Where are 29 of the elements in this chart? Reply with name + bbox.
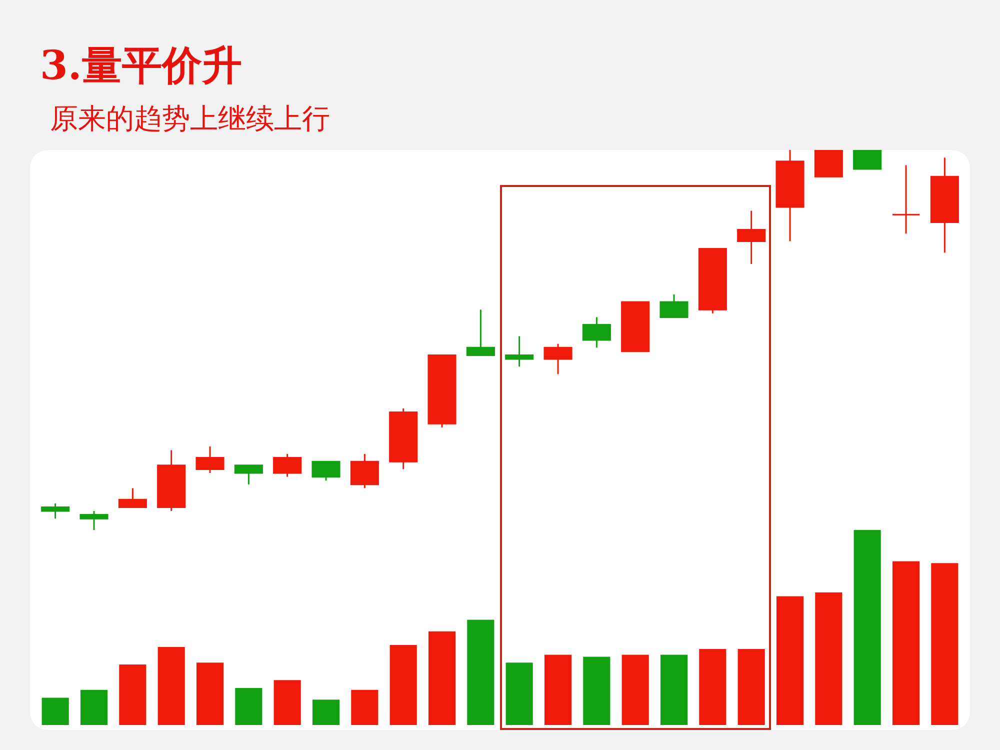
bar — [312, 700, 340, 725]
bar — [42, 698, 69, 725]
bar — [854, 530, 881, 725]
bar — [119, 664, 146, 725]
bar — [738, 648, 765, 725]
bar — [815, 592, 842, 725]
chart-title: 3.量平价升 — [40, 41, 242, 91]
bar — [428, 631, 456, 725]
bar — [158, 647, 185, 725]
bar — [699, 648, 726, 725]
candlestick — [505, 335, 534, 368]
bar — [544, 654, 572, 725]
bar — [660, 654, 688, 725]
bar — [351, 690, 378, 725]
bar — [235, 688, 262, 725]
bar — [892, 561, 920, 725]
bar — [390, 645, 417, 725]
bar — [622, 654, 649, 725]
candlestick — [80, 510, 108, 530]
bar — [776, 596, 804, 725]
candlestick — [892, 164, 920, 234]
bar — [506, 662, 533, 725]
bar — [80, 690, 108, 725]
bar — [274, 680, 301, 725]
bar — [467, 620, 494, 725]
bar — [931, 563, 958, 725]
chart-subtitle: 原来的趋势上继续上行 — [50, 101, 330, 137]
bar — [583, 656, 610, 725]
bar — [196, 662, 224, 725]
